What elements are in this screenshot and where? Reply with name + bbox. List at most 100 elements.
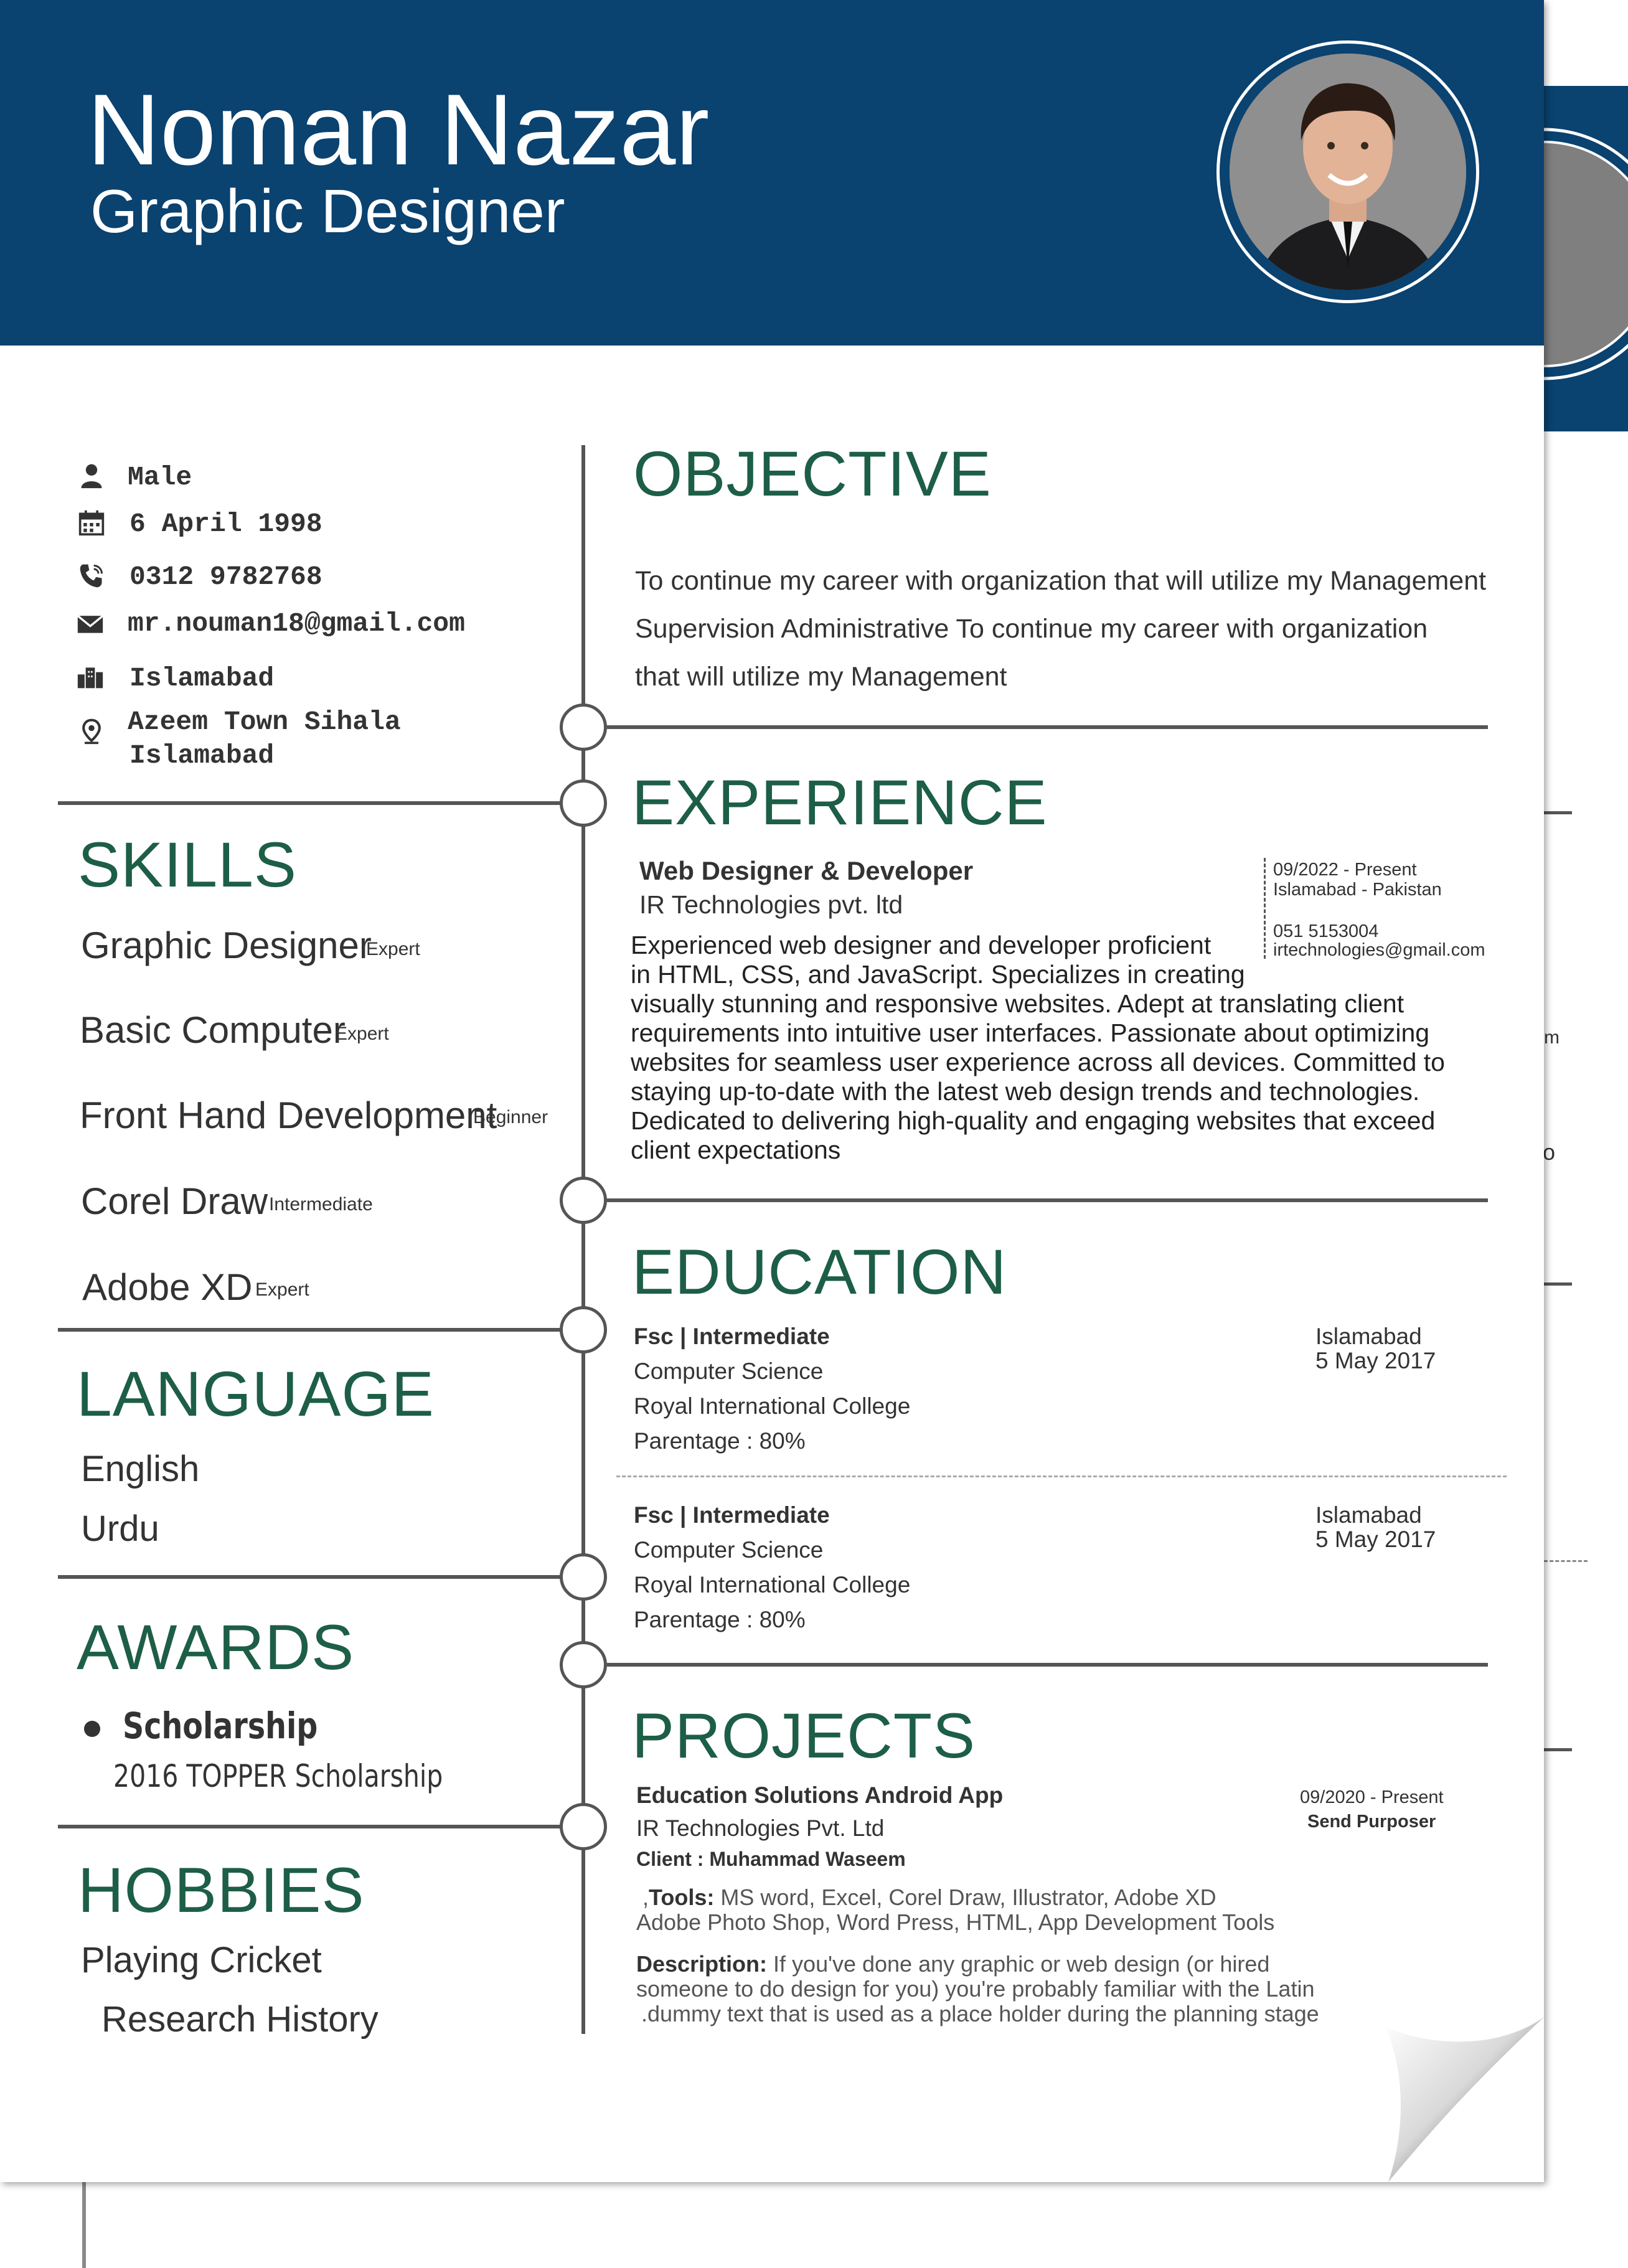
education-field: Computer Science (634, 1358, 824, 1384)
location-pin-icon (82, 718, 101, 745)
city-icon (77, 667, 103, 689)
calendar-icon (78, 510, 105, 536)
hobby-item: Research History (101, 1999, 379, 2040)
divider (607, 1663, 1488, 1667)
timeline-node (560, 1553, 607, 1601)
language-heading: LANGUAGE (77, 1358, 435, 1429)
divider (607, 725, 1488, 729)
awards-heading: AWARDS (77, 1612, 355, 1683)
back-text-fragment: o (1543, 1139, 1556, 1165)
hobby-item: Playing Cricket (81, 1940, 322, 1980)
back-text-fragment: m (1544, 1027, 1560, 1048)
experience-company: IR Technologies pvt. ltd (639, 890, 903, 919)
project-title: Education Solutions Android App (636, 1782, 1004, 1808)
language-item: Urdu (81, 1508, 159, 1549)
project-tools-line2: Adobe Photo Shop, Word Press, HTML, App … (636, 1909, 1275, 1935)
project-description-line3: .dummy text that is used as a place hold… (641, 2001, 1319, 2026)
experience-desc-line: websites for seamless user experience ac… (631, 1048, 1445, 1076)
contact-dob: 6 April 1998 (129, 509, 322, 539)
timeline-line (581, 445, 585, 2034)
objective-line: that will utilize my Management (635, 662, 1007, 692)
candidate-title: Graphic Designer (90, 177, 565, 245)
hobbies-heading: HOBBIES (78, 1855, 365, 1926)
experience-desc-line: visually stunning and responsive website… (631, 989, 1405, 1018)
objective-heading: OBJECTIVE (633, 438, 992, 509)
award-detail: 2016 TOPPER Scholarship (113, 1758, 443, 1794)
experience-period: 09/2022 - Present (1273, 860, 1417, 880)
page-curl (1379, 2017, 1544, 2182)
skill-level: Intermediate (269, 1194, 373, 1215)
tools-line1: MS word, Excel, Corel Draw, Illustrator,… (720, 1885, 1216, 1910)
back-divider (1544, 1282, 1572, 1286)
skill-level: Expert (335, 1023, 389, 1044)
experience-desc-line: requirements into intuitive user interfa… (631, 1019, 1430, 1047)
meta-divider (1264, 858, 1266, 959)
timeline-node (560, 1177, 607, 1224)
project-company: IR Technologies Pvt. Ltd (636, 1815, 885, 1841)
award-name: Scholarship (123, 1705, 318, 1747)
project-period: 09/2020 - Present (1300, 1787, 1444, 1807)
experience-heading: EXPERIENCE (632, 767, 1048, 838)
education-score: Parentage : 80% (634, 1428, 806, 1454)
tools-prefix: , (642, 1885, 649, 1910)
education-title: Fsc | Intermediate (634, 1324, 830, 1349)
education-heading: EDUCATION (632, 1236, 1007, 1307)
divider (607, 1198, 1488, 1202)
project-tools: ,Tools: MS word, Excel, Corel Draw, Illu… (642, 1885, 1216, 1910)
contact-gender: Male (128, 462, 192, 492)
back-divider (1544, 1748, 1572, 1751)
skill-name: Adobe XD (82, 1266, 253, 1308)
skill-name: Corel Draw (81, 1180, 268, 1222)
timeline-node (560, 1803, 607, 1850)
contact-phone: 0312 9782768 (129, 562, 322, 592)
education-score: Parentage : 80% (634, 1607, 806, 1632)
skill-name: Graphic Designer (81, 925, 372, 966)
contact-address-line1: Azeem Town Sihala (128, 707, 401, 737)
skill-name: Basic Computer (80, 1009, 346, 1051)
resume-page (0, 0, 1544, 2182)
divider (58, 1575, 562, 1579)
project-description: Description: If you've done any graphic … (636, 1952, 1269, 1977)
objective-line: To continue my career with organization … (635, 566, 1487, 596)
education-institution: Royal International College (634, 1572, 911, 1597)
timeline-node (560, 779, 607, 827)
profile-photo (1230, 54, 1466, 290)
candidate-name: Noman Nazar (87, 73, 710, 186)
skill-name: Front Hand Development (80, 1094, 497, 1136)
skill-level: Beginner (473, 1107, 548, 1127)
divider (58, 1825, 562, 1828)
experience-desc-line: staying up-to-date with the latest web d… (631, 1077, 1420, 1106)
skill-level: Expert (366, 939, 420, 959)
education-institution: Royal International College (634, 1393, 911, 1419)
timeline-node (560, 1641, 607, 1688)
objective-line: Supervision Administrative To continue m… (635, 614, 1428, 644)
contact-email[interactable]: mr.nouman18@gmail.com (128, 608, 465, 639)
timeline-node (560, 703, 607, 751)
experience-title: Web Designer & Developer (639, 856, 974, 885)
person-icon (81, 464, 102, 489)
timeline-node (560, 1306, 607, 1353)
divider (58, 1328, 562, 1332)
skill-level: Expert (255, 1279, 309, 1300)
education-field: Computer Science (634, 1537, 824, 1563)
education-title: Fsc | Intermediate (634, 1502, 830, 1528)
contact-city: Islamabad (129, 663, 275, 694)
education-date: 5 May 2017 (1315, 1527, 1436, 1552)
experience-desc-line: Experienced web designer and developer p… (631, 931, 1212, 959)
projects-heading: PROJECTS (632, 1700, 976, 1771)
experience-desc-line: in HTML, CSS, and JavaScript. Specialize… (631, 960, 1245, 989)
experience-location: Islamabad - Pakistan (1273, 880, 1442, 900)
photo-ring (1216, 40, 1479, 303)
skills-heading: SKILLS (78, 829, 297, 900)
experience-phone: 051 5153004 (1273, 921, 1379, 941)
project-client: Client : Muhammad Waseem (636, 1848, 906, 1870)
project-role: Send Purposer (1307, 1812, 1436, 1832)
experience-desc-line: Dedicated to delivering high-quality and… (631, 1106, 1436, 1135)
education-date: 5 May 2017 (1315, 1348, 1436, 1373)
project-description-line2: someone to do design for you) you're pro… (636, 1976, 1315, 2002)
divider (58, 801, 562, 805)
experience-email[interactable]: irtechnologies@gmail.com (1273, 940, 1485, 960)
education-separator (616, 1475, 1507, 1477)
description-line1: If you've done any graphic or web design… (773, 1951, 1270, 1977)
back-dashed-divider (1544, 1560, 1588, 1562)
